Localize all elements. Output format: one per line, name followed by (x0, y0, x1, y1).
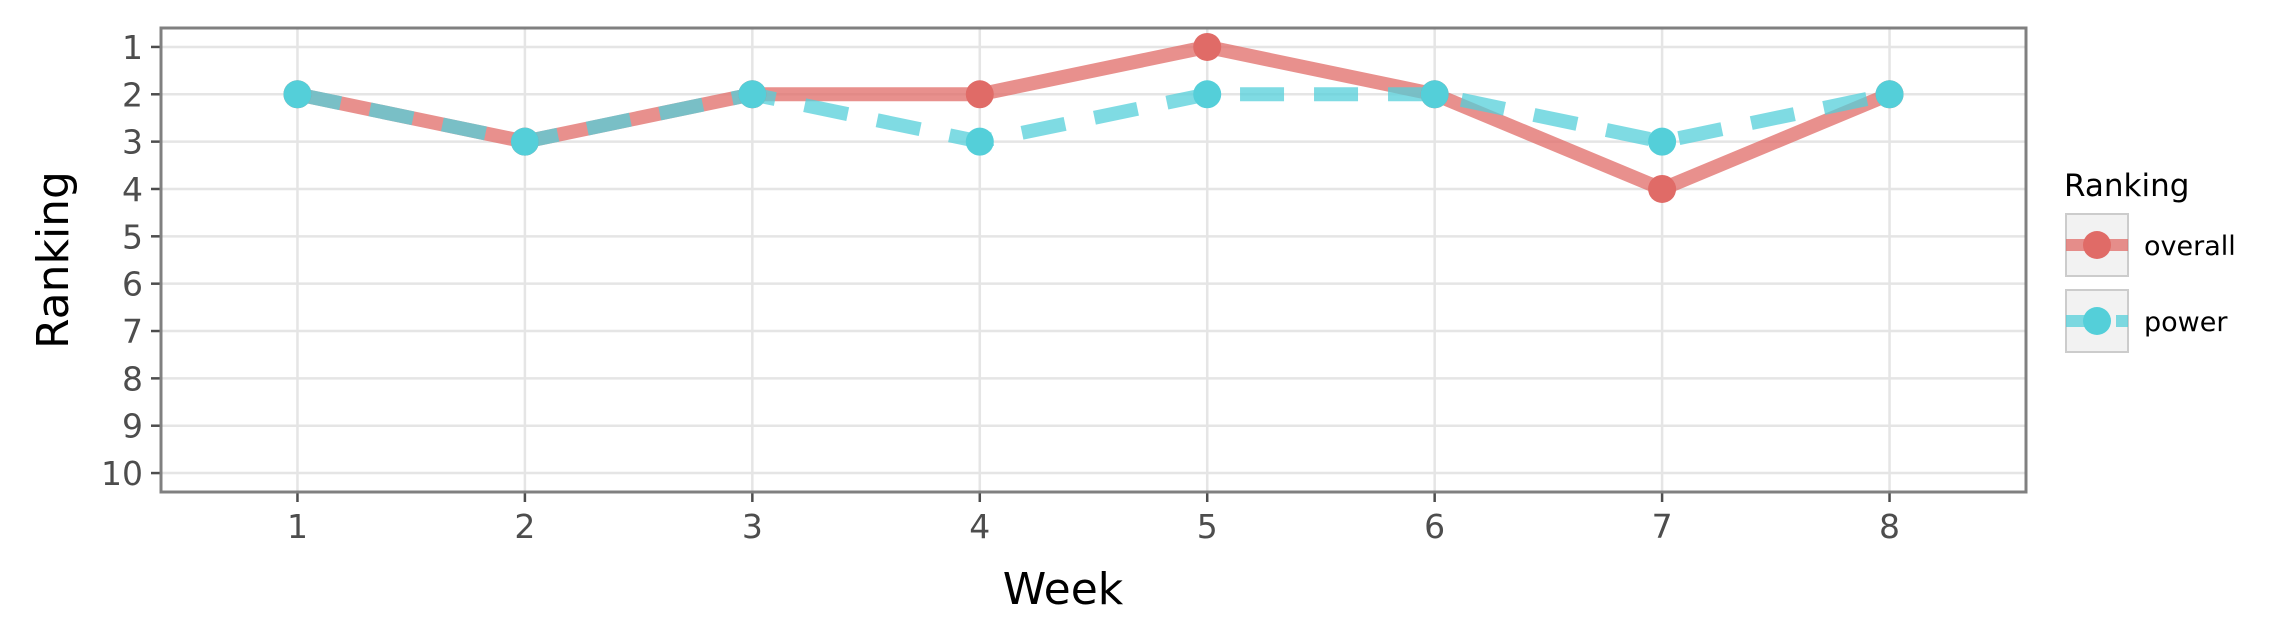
y-tick-label: 10 (101, 454, 143, 493)
y-tick-label: 6 (122, 265, 143, 304)
x-tick-label: 6 (1424, 507, 1445, 546)
legend-label-overall: overall (2144, 231, 2236, 262)
x-tick-label: 8 (1879, 507, 1900, 546)
series-line-overall (296, 39, 1893, 196)
y-tick-label: 3 (122, 123, 143, 162)
legend-label-power: power (2144, 307, 2228, 338)
data-point-power (965, 127, 994, 156)
y-axis-title: Ranking (28, 171, 79, 349)
grid-lines (161, 28, 2026, 492)
x-tick-label: 3 (742, 507, 763, 546)
data-point-power (283, 80, 312, 109)
y-tick-label: 1 (122, 28, 143, 67)
x-tick-label: 7 (1652, 507, 1673, 546)
legend-dot-power (2083, 307, 2111, 335)
y-tick-label: 9 (122, 407, 143, 446)
data-point-power (1420, 80, 1449, 109)
x-tick-label: 4 (969, 507, 990, 546)
axis-ticks: 1 2 3 4 5 6 7 8 1 2 3 4 5 6 7 8 9 10 (101, 28, 1900, 546)
x-tick-label: 1 (287, 507, 308, 546)
data-point-overall (1648, 174, 1677, 203)
series-line-power (296, 87, 1891, 149)
legend: Ranking overall power (2064, 168, 2236, 353)
x-tick-label: 2 (514, 507, 535, 546)
data-point-power (1193, 80, 1222, 109)
data-point-power (1875, 80, 1904, 109)
legend-dot-overall (2083, 231, 2111, 259)
x-axis-title: Week (1003, 564, 1124, 615)
data-point-overall (1193, 32, 1222, 61)
x-tick-label: 5 (1197, 507, 1218, 546)
y-tick-label: 4 (122, 170, 143, 209)
series-lines (283, 32, 1904, 203)
y-tick-label: 8 (122, 359, 143, 398)
data-point-power (510, 127, 539, 156)
data-point-power (738, 80, 767, 109)
y-tick-label: 2 (122, 75, 143, 114)
legend-title: Ranking (2064, 168, 2189, 204)
y-tick-label: 5 (122, 217, 143, 256)
plot-border (159, 26, 2028, 494)
y-tick-label: 7 (122, 312, 143, 351)
data-point-power (1648, 127, 1677, 156)
data-point-overall (965, 80, 994, 109)
